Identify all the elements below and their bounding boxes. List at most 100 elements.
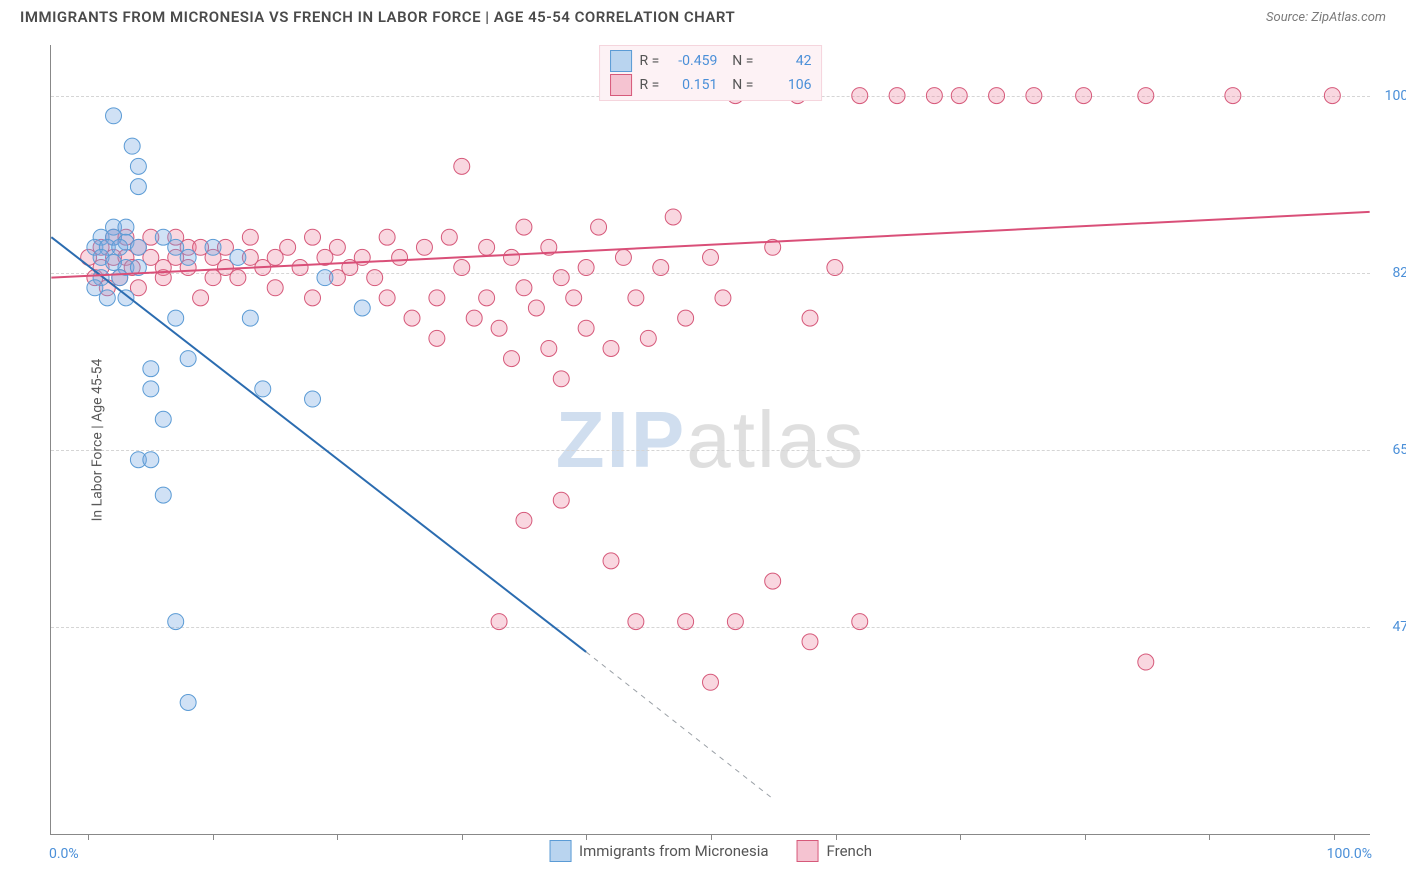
series-b-point (479, 239, 495, 255)
y-axis-title: In Labor Force | Age 45-54 (89, 358, 105, 521)
legend-n-label: N = (725, 77, 753, 93)
series-b-point (280, 239, 296, 255)
plot-container: ZIPatlas 100.0%82.5%65.0%47.5% R =-0.459… (50, 45, 1370, 835)
legend-n-label: N = (725, 53, 753, 69)
series-b-point (628, 290, 644, 306)
series-b-point (516, 512, 532, 528)
series-b-point (827, 260, 843, 276)
x-tick (1085, 834, 1086, 840)
series-b-point (429, 290, 445, 306)
series-b-point (193, 290, 209, 306)
series-legend-item: French (797, 840, 872, 862)
series-b-point (715, 290, 731, 306)
scatter-svg (51, 45, 1370, 834)
series-b-point (516, 219, 532, 235)
series-b-point (765, 573, 781, 589)
series-b-point (603, 553, 619, 569)
series-b-point (591, 219, 607, 235)
series-a-point (155, 487, 171, 503)
series-b-point (454, 260, 470, 276)
series-b-point (578, 320, 594, 336)
series-a-point (143, 452, 159, 468)
series-a-point (112, 270, 128, 286)
y-tick-label: 82.5% (1375, 265, 1406, 281)
series-b-point (305, 290, 321, 306)
x-axis-max-label: 100.0% (1327, 846, 1372, 862)
series-b-point (553, 492, 569, 508)
series-b-point (367, 270, 383, 286)
series-b-point (404, 310, 420, 326)
series-b-point (615, 249, 631, 265)
series-b-point (852, 614, 868, 630)
series-b-point (541, 340, 557, 356)
series-b-point (678, 310, 694, 326)
series-b-point (1026, 88, 1042, 104)
series-a-point (112, 239, 128, 255)
series-b-point (703, 674, 719, 690)
series-b-point (379, 290, 395, 306)
plot-area: ZIPatlas 100.0%82.5%65.0%47.5% R =-0.459… (50, 45, 1370, 835)
series-legend-label: Immigrants from Micronesia (579, 842, 769, 860)
series-a-point (205, 239, 221, 255)
series-a-point (143, 381, 159, 397)
series-b-point (665, 209, 681, 225)
y-tick-label: 65.0% (1375, 442, 1406, 458)
series-b-point (491, 320, 507, 336)
series-a-point (124, 138, 140, 154)
series-b-point (628, 614, 644, 630)
series-a-point (143, 361, 159, 377)
series-b-point (242, 229, 258, 245)
y-tick-label: 47.5% (1375, 619, 1406, 635)
series-b-point (392, 249, 408, 265)
series-b-point (852, 88, 868, 104)
series-a-point (118, 290, 134, 306)
legend-swatch-icon (610, 50, 632, 72)
series-b-point (640, 330, 656, 346)
series-a-point (106, 108, 122, 124)
legend-r-label: R = (640, 77, 660, 93)
series-b-point (1138, 654, 1154, 670)
series-a-point (168, 310, 184, 326)
series-b-point (703, 249, 719, 265)
series-a-point (155, 411, 171, 427)
series-b-point (491, 614, 507, 630)
correlation-legend-row: R = -0.459 N = 42 (610, 49, 812, 73)
series-b-point (479, 290, 495, 306)
series-b-point (528, 300, 544, 316)
series-b-point (802, 310, 818, 326)
x-tick (88, 834, 89, 840)
series-legend: Immigrants from Micronesia French (549, 840, 872, 862)
series-a-point (180, 249, 196, 265)
series-b-point (230, 270, 246, 286)
x-tick (960, 834, 961, 840)
series-a-point (130, 158, 146, 174)
series-b-point (603, 340, 619, 356)
series-a-point (255, 381, 271, 397)
legend-swatch-icon (797, 840, 819, 862)
legend-r-value: -0.459 (667, 53, 717, 69)
series-a-trendline-extension (586, 652, 773, 799)
source-attribution: Source: ZipAtlas.com (1266, 10, 1386, 25)
series-legend-label: French (827, 842, 872, 860)
series-b-point (429, 330, 445, 346)
series-b-point (578, 260, 594, 276)
series-a-point (230, 249, 246, 265)
legend-n-value: 42 (761, 53, 811, 69)
correlation-legend: R =-0.459 N =42R =0.151 N =106 (599, 45, 823, 101)
y-tick-label: 100.0% (1375, 88, 1406, 104)
series-b-point (926, 88, 942, 104)
series-a-point (242, 310, 258, 326)
series-b-point (305, 229, 321, 245)
legend-r-value: 0.151 (667, 77, 717, 93)
series-b-point (267, 280, 283, 296)
series-b-point (1138, 88, 1154, 104)
series-a-point (354, 300, 370, 316)
x-axis-min-label: 0.0% (49, 846, 79, 862)
legend-swatch-icon (610, 74, 632, 96)
legend-r-label: R = (640, 53, 660, 69)
series-b-point (727, 614, 743, 630)
x-tick (1334, 834, 1335, 840)
x-tick (462, 834, 463, 840)
series-b-point (379, 229, 395, 245)
legend-swatch-icon (549, 840, 571, 862)
